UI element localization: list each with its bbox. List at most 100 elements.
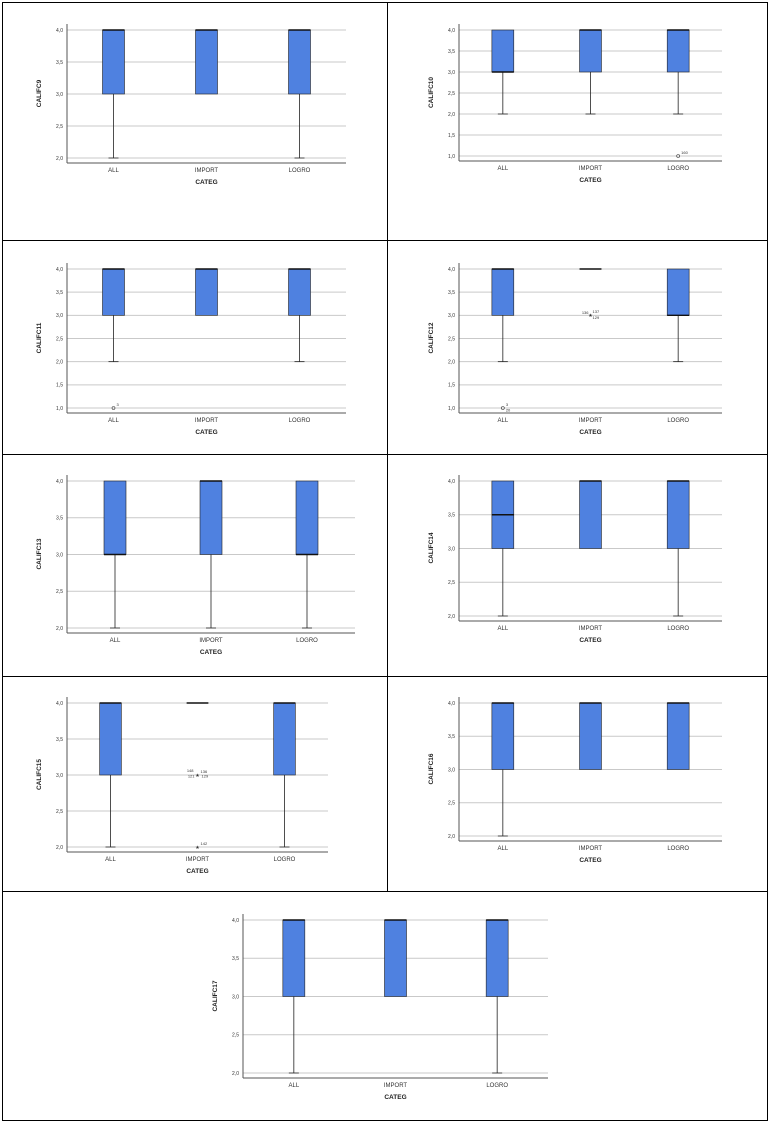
y-tick-label: 1,5 — [448, 383, 455, 389]
y-tick-label: 1,0 — [448, 406, 455, 412]
x-tick-label: LOGRO — [667, 418, 689, 424]
y-tick-label: 2,5 — [448, 91, 455, 97]
x-tick-label: LOGRO — [274, 857, 296, 863]
y-tick-label: 3,0 — [56, 92, 63, 98]
box-logro — [485, 919, 509, 1074]
box-all — [99, 702, 122, 848]
y-tick-label: 4,0 — [448, 701, 455, 707]
x-tick-label: ALL — [497, 166, 508, 172]
box-all — [102, 29, 125, 159]
boxplot-svg: 2,0 2,5 3,0 3,5 4,0 ALL IMPORT LOGRO CATEG CALIFC… — [36, 475, 355, 656]
y-tick-label: 2,5 — [56, 589, 63, 595]
boxplot-panel-califc11: 1,0 1,5 2,0 2,5 3,0 3,5 4,0 3 ALL IMPORT LOGRO CATE… — [2, 240, 388, 455]
outlier-circle — [676, 154, 680, 158]
box-import — [199, 480, 223, 629]
y-tick-label: 3,0 — [56, 552, 63, 558]
x-axis-title: CATEG — [195, 179, 217, 186]
x-tick-label: IMPORT — [195, 418, 219, 424]
y-axis-title: CALIFC11 — [36, 322, 43, 353]
boxplot-panel-califc9: 2,0 2,5 3,0 3,5 4,0 ALL IMPORT LOGRO CATEG CALIFC… — [2, 2, 388, 241]
x-tick-label: IMPORT — [579, 166, 603, 172]
y-tick-label: 2,5 — [232, 1033, 239, 1039]
y-tick-label: 2,0 — [232, 1071, 239, 1077]
y-tick-label: 1,5 — [448, 133, 455, 139]
x-tick-label: IMPORT — [384, 1083, 408, 1089]
outlier-label: 142 — [201, 841, 208, 846]
box-import — [579, 702, 602, 770]
boxplot-svg: 1,0 1,5 2,0 2,5 3,0 3,5 4,0 3 ALL IMPORT LOGRO CATE… — [36, 263, 346, 436]
y-axis-title: CALIFC13 — [36, 538, 43, 569]
box-all — [491, 480, 515, 617]
box-iqr — [199, 480, 223, 555]
x-tick-label: ALL — [108, 168, 119, 174]
outlier-label: 136 — [582, 310, 589, 315]
box-iqr — [579, 702, 602, 770]
x-tick-label: ALL — [110, 638, 121, 644]
box-all — [491, 29, 515, 115]
box-iqr — [491, 702, 515, 770]
box-logro — [666, 268, 690, 363]
y-tick-label: 3,0 — [448, 767, 455, 773]
y-tick-label: 2,5 — [56, 809, 63, 815]
y-tick-label: 3,0 — [448, 313, 455, 319]
y-tick-label: 3,5 — [56, 516, 63, 522]
outlier-star: ★ — [588, 313, 593, 319]
x-tick-label: LOGRO — [289, 168, 311, 174]
x-axis-title: CATEG — [195, 429, 217, 436]
x-tick-label: LOGRO — [667, 166, 689, 172]
y-axis-title: CALIFC17 — [212, 980, 219, 1011]
box-iqr — [288, 29, 311, 95]
x-axis-title: CATEG — [579, 177, 601, 184]
x-tick-label: ALL — [105, 857, 116, 863]
x-tick-label: IMPORT — [579, 418, 603, 424]
outlier-label: 129 — [593, 315, 600, 320]
x-axis-title: CATEG — [200, 649, 222, 656]
boxplot-svg: 1,0 1,5 2,0 2,5 3,0 3,5 4,0 160 ALL IMPORT LOGRO CA… — [428, 24, 722, 184]
outlier-label: 3 — [506, 402, 509, 407]
x-tick-label: IMPORT — [199, 638, 223, 644]
box-import — [579, 29, 602, 115]
boxplot-panel-califc12: 1,0 1,5 2,0 2,5 3,0 3,5 4,0 3 20 ★ 136 137 129 ALL IMP… — [387, 240, 768, 455]
box-iqr — [666, 480, 690, 549]
boxplot-panel-califc17: 2,0 2,5 3,0 3,5 4,0 ALL IMPORT LOGRO CATEG CALIFC… — [2, 891, 768, 1121]
x-axis-title: CATEG — [579, 429, 601, 436]
y-tick-label: 3,0 — [56, 773, 63, 779]
box-iqr — [491, 268, 515, 316]
boxplot-panel-califc15: 2,0 2,5 3,0 3,5 4,0 ★ 136 148 121 129 ★ 142 ALL IMPOR… — [2, 676, 388, 892]
x-tick-label: ALL — [497, 846, 508, 852]
y-tick-label: 4,0 — [56, 28, 63, 34]
x-tick-label: LOGRO — [296, 638, 318, 644]
y-tick-label: 4,0 — [448, 267, 455, 273]
y-tick-label: 2,0 — [448, 614, 455, 620]
y-tick-label: 1,0 — [56, 406, 63, 412]
box-iqr — [273, 702, 296, 776]
y-tick-label: 3,5 — [232, 956, 239, 962]
outlier-label: 136 — [201, 769, 208, 774]
y-tick-label: 2,5 — [56, 124, 63, 130]
outlier-label: 160 — [681, 150, 688, 155]
box-iqr — [195, 29, 218, 95]
box-import — [195, 268, 218, 316]
boxplot-panel-califc16: 2,0 2,5 3,0 3,5 4,0 ALL IMPORT LOGRO CATEG CALIFC… — [387, 676, 768, 892]
y-tick-label: 2,0 — [448, 834, 455, 840]
box-iqr — [485, 919, 509, 997]
box-iqr — [579, 480, 602, 549]
y-tick-label: 4,0 — [448, 479, 455, 485]
y-tick-label: 3,5 — [448, 290, 455, 296]
y-tick-label: 3,5 — [448, 513, 455, 519]
outlier-label: 3 — [117, 402, 120, 407]
box-import — [195, 29, 218, 95]
box-logro — [666, 480, 690, 617]
x-tick-label: LOGRO — [289, 418, 311, 424]
y-tick-label: 2,5 — [56, 336, 63, 342]
y-axis-title: CALIFC16 — [428, 753, 435, 784]
y-tick-label: 3,0 — [232, 994, 239, 1000]
boxplot-panel-califc13: 2,0 2,5 3,0 3,5 4,0 ALL IMPORT LOGRO CATEG CALIFC… — [2, 454, 388, 677]
outlier-label: 121 — [188, 774, 195, 779]
box-all — [491, 702, 515, 837]
box-logro — [288, 268, 311, 363]
outlier-circle — [501, 406, 505, 410]
y-tick-label: 1,0 — [448, 154, 455, 160]
